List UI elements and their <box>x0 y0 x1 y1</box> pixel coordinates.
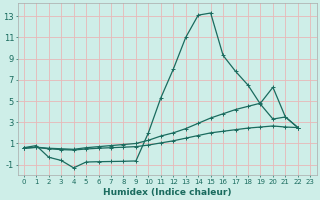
X-axis label: Humidex (Indice chaleur): Humidex (Indice chaleur) <box>103 188 231 197</box>
